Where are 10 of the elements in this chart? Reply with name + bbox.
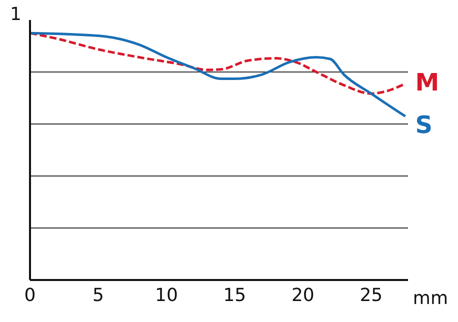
x-tick-label: 25 [360, 284, 383, 306]
series-label: M [415, 68, 440, 96]
x-axis-title: mm [412, 288, 448, 309]
text: 1 [10, 4, 22, 25]
x-tick-label: 5 [92, 284, 104, 306]
series-label: S [415, 110, 433, 139]
x-tick-label: 0 [24, 284, 36, 306]
x-tick-label: 10 [155, 284, 178, 306]
x-tick-label: 20 [291, 284, 314, 306]
x-tick-label: 15 [223, 284, 246, 306]
